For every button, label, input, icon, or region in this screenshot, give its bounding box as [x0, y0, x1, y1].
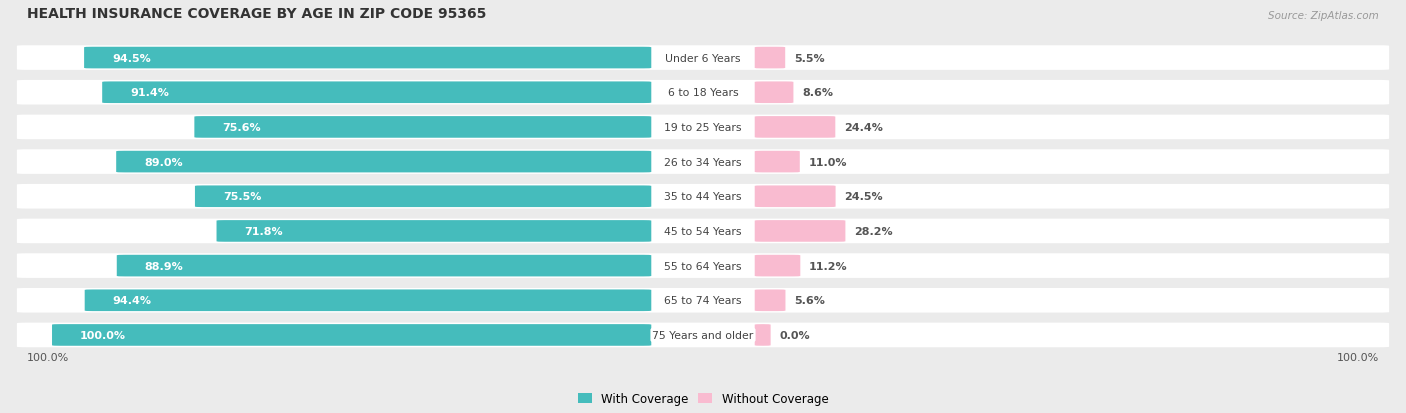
FancyBboxPatch shape [84, 47, 651, 69]
Text: HEALTH INSURANCE COVERAGE BY AGE IN ZIP CODE 95365: HEALTH INSURANCE COVERAGE BY AGE IN ZIP … [27, 7, 486, 21]
Text: 75 Years and older: 75 Years and older [652, 330, 754, 340]
FancyBboxPatch shape [17, 81, 1389, 105]
Text: 100.0%: 100.0% [80, 330, 127, 340]
Text: 35 to 44 Years: 35 to 44 Years [664, 192, 742, 202]
FancyBboxPatch shape [194, 117, 651, 138]
Text: 26 to 34 Years: 26 to 34 Years [664, 157, 742, 167]
Text: 88.9%: 88.9% [145, 261, 183, 271]
Text: 11.2%: 11.2% [808, 261, 848, 271]
Text: Source: ZipAtlas.com: Source: ZipAtlas.com [1268, 11, 1379, 21]
Text: 100.0%: 100.0% [1337, 353, 1379, 363]
FancyBboxPatch shape [17, 150, 1389, 174]
FancyBboxPatch shape [17, 323, 1389, 347]
Text: 100.0%: 100.0% [27, 353, 69, 363]
FancyBboxPatch shape [755, 221, 845, 242]
Legend: With Coverage, Without Coverage: With Coverage, Without Coverage [572, 387, 834, 410]
Text: 94.5%: 94.5% [112, 53, 150, 64]
FancyBboxPatch shape [17, 288, 1389, 313]
Text: 45 to 54 Years: 45 to 54 Years [664, 226, 742, 236]
Text: 6 to 18 Years: 6 to 18 Years [668, 88, 738, 98]
FancyBboxPatch shape [755, 255, 800, 277]
FancyBboxPatch shape [195, 186, 651, 208]
FancyBboxPatch shape [755, 186, 835, 208]
FancyBboxPatch shape [217, 221, 651, 242]
FancyBboxPatch shape [84, 290, 651, 311]
Text: 19 to 25 Years: 19 to 25 Years [664, 123, 742, 133]
Text: 5.5%: 5.5% [794, 53, 824, 64]
Text: 28.2%: 28.2% [853, 226, 893, 236]
FancyBboxPatch shape [17, 115, 1389, 140]
Text: 71.8%: 71.8% [245, 226, 283, 236]
Text: 8.6%: 8.6% [801, 88, 832, 98]
FancyBboxPatch shape [17, 185, 1389, 209]
Text: 24.5%: 24.5% [844, 192, 883, 202]
FancyBboxPatch shape [755, 290, 786, 311]
Text: 91.4%: 91.4% [129, 88, 169, 98]
FancyBboxPatch shape [755, 82, 793, 104]
Text: 24.4%: 24.4% [844, 123, 883, 133]
Text: 94.4%: 94.4% [112, 296, 152, 306]
Text: 65 to 74 Years: 65 to 74 Years [664, 296, 742, 306]
Text: 11.0%: 11.0% [808, 157, 846, 167]
Text: 0.0%: 0.0% [779, 330, 810, 340]
Text: 55 to 64 Years: 55 to 64 Years [664, 261, 742, 271]
FancyBboxPatch shape [755, 152, 800, 173]
Text: 5.6%: 5.6% [794, 296, 825, 306]
FancyBboxPatch shape [117, 255, 651, 277]
Text: Under 6 Years: Under 6 Years [665, 53, 741, 64]
Text: 75.5%: 75.5% [222, 192, 262, 202]
FancyBboxPatch shape [17, 254, 1389, 278]
Text: 89.0%: 89.0% [143, 157, 183, 167]
FancyBboxPatch shape [755, 117, 835, 138]
FancyBboxPatch shape [755, 47, 785, 69]
FancyBboxPatch shape [117, 152, 651, 173]
FancyBboxPatch shape [52, 324, 651, 346]
FancyBboxPatch shape [755, 324, 770, 346]
FancyBboxPatch shape [103, 82, 651, 104]
FancyBboxPatch shape [17, 219, 1389, 244]
FancyBboxPatch shape [17, 46, 1389, 71]
Text: 75.6%: 75.6% [222, 123, 262, 133]
